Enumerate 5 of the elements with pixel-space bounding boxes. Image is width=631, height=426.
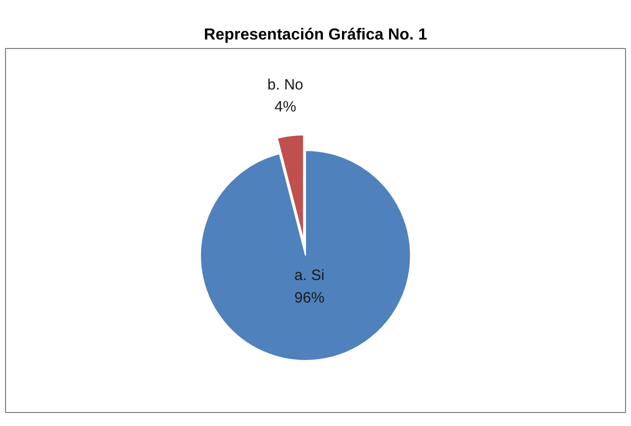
data-label: 4% [274, 98, 296, 116]
slice-label: a. Si [294, 267, 324, 284]
slice-label: b. No [267, 76, 304, 94]
chart-title: Representación Gráfica No. 1 [204, 26, 428, 44]
data-label: 96% [294, 289, 324, 306]
